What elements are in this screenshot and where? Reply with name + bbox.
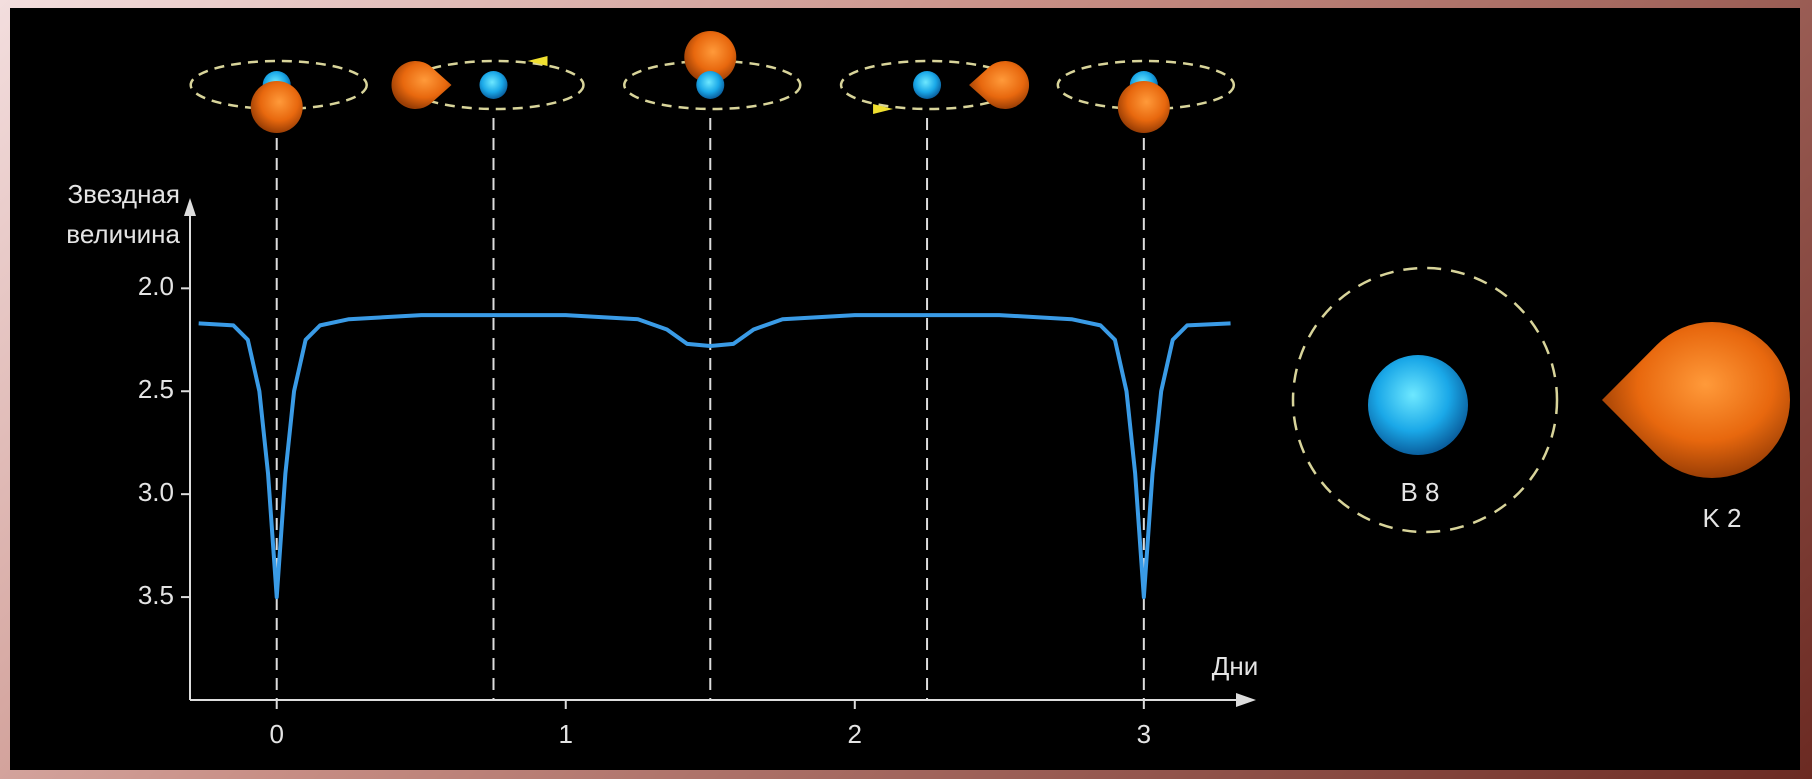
x-axis-label: Дни (1212, 651, 1259, 681)
star-b8 (479, 71, 508, 99)
orbit-arrow (873, 104, 894, 114)
star-k2 (969, 60, 1030, 110)
y-axis-label: величина (66, 219, 180, 249)
star-b8 (696, 71, 725, 99)
star-k2 (250, 81, 303, 133)
orbit (623, 59, 802, 111)
orbit (1056, 59, 1236, 111)
orbit (189, 59, 368, 111)
light-curve (198, 313, 1231, 600)
x-tick-label: 0 (269, 719, 283, 749)
x-tick-label: 2 (848, 719, 862, 749)
y-tick-label: 3.5 (138, 580, 174, 610)
orbit-arrow (527, 56, 548, 66)
y-tick-label: 2.0 (138, 271, 174, 301)
x-tick-label: 3 (1137, 719, 1151, 749)
x-tick-label: 1 (559, 719, 573, 749)
star-k2 (1602, 321, 1791, 479)
star-label: K 2 (1702, 503, 1741, 533)
star-k2 (391, 61, 452, 109)
star-b8 (1368, 355, 1468, 455)
y-tick-label: 3.0 (138, 477, 174, 507)
y-tick-label: 2.5 (138, 374, 174, 404)
y-axis-label: Звездная (67, 179, 180, 209)
panel (10, 8, 1800, 770)
roche-lobe (1291, 266, 1559, 534)
star-label: B 8 (1400, 477, 1439, 507)
star-b8 (913, 71, 942, 99)
x-axis-arrow (1236, 693, 1256, 707)
star-k2 (684, 31, 737, 83)
y-axis-arrow (184, 198, 196, 216)
star-k2 (1117, 81, 1170, 133)
